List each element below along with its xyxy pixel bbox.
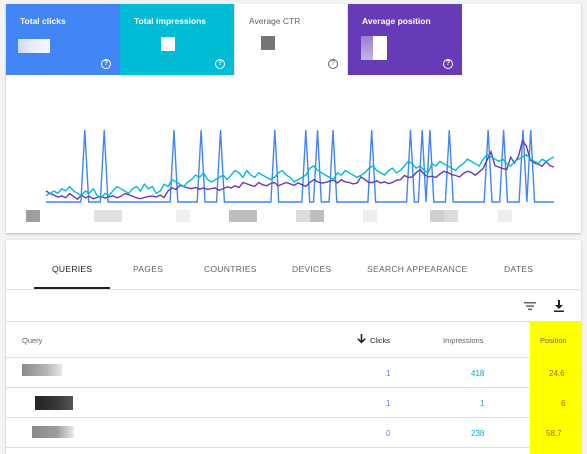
- redacted-date-label: [498, 210, 512, 222]
- redacted-value: [18, 39, 50, 53]
- header-query[interactable]: Query: [22, 336, 43, 345]
- header-clicks[interactable]: Clicks: [370, 336, 390, 345]
- row-impressions: 1: [480, 399, 485, 408]
- tab-pages[interactable]: PAGES: [133, 264, 164, 274]
- header-position[interactable]: Position: [540, 336, 567, 345]
- redacted-date-label: [444, 210, 458, 222]
- row-position: 58.7: [546, 429, 562, 438]
- metric-label: Total impressions: [134, 16, 207, 26]
- metric-total-impressions[interactable]: Total impressions ?: [120, 4, 234, 75]
- row-clicks: 1: [386, 399, 391, 408]
- redacted-value: [373, 36, 387, 60]
- help-icon[interactable]: ?: [328, 59, 338, 69]
- redacted-date-label: [26, 210, 40, 222]
- redacted-query: [22, 364, 62, 376]
- series-position-line: [45, 138, 555, 201]
- row-impressions: 238: [471, 429, 485, 438]
- redacted-date-label: [108, 210, 122, 222]
- help-icon[interactable]: ?: [215, 59, 225, 69]
- redacted-query: [35, 396, 73, 410]
- metric-label: Average CTR: [249, 16, 301, 26]
- table-row[interactable]: 0 238 58.7: [6, 418, 581, 448]
- tab-dates[interactable]: DATES: [504, 264, 534, 274]
- redacted-date-label: [310, 210, 324, 222]
- tab-queries[interactable]: QUERIES: [52, 264, 93, 274]
- active-tab-indicator: [34, 287, 110, 289]
- row-clicks: 1: [386, 369, 391, 378]
- tab-countries[interactable]: COUNTRIES: [204, 264, 257, 274]
- tab-devices[interactable]: DEVICES: [292, 264, 332, 274]
- metric-label: Average position: [362, 16, 431, 26]
- redacted-date-label: [243, 210, 257, 222]
- metric-label: Total clicks: [20, 16, 66, 26]
- table-header-row: Query Clicks Impressions Position: [6, 322, 581, 358]
- queries-table-card: QUERIES PAGES COUNTRIES DEVICES SEARCH A…: [6, 240, 581, 454]
- redacted-date-label: [176, 210, 190, 222]
- arrow-down-icon[interactable]: [357, 334, 366, 344]
- redacted-date-label: [363, 210, 377, 222]
- redacted-value: [261, 36, 275, 50]
- metric-average-ctr[interactable]: Average CTR ?: [234, 4, 348, 75]
- redacted-date-label: [430, 210, 444, 222]
- position-column-highlight: [530, 322, 581, 454]
- table-row[interactable]: 1 1 6: [6, 388, 581, 418]
- redacted-date-label: [296, 210, 310, 222]
- help-icon[interactable]: ?: [101, 59, 111, 69]
- row-clicks: 0: [386, 429, 391, 438]
- performance-card: Total clicks ? Total impressions ? Avera…: [6, 4, 581, 233]
- row-position: 6: [561, 399, 566, 408]
- performance-chart: [26, 129, 555, 222]
- table-toolbar: [6, 290, 581, 322]
- header-impressions[interactable]: Impressions: [443, 336, 484, 345]
- table-row[interactable]: 1 418 24.6: [6, 358, 581, 388]
- metric-average-position[interactable]: Average position ?: [348, 4, 462, 75]
- metric-total-clicks[interactable]: Total clicks ?: [6, 4, 120, 75]
- report-tabs: QUERIES PAGES COUNTRIES DEVICES SEARCH A…: [6, 240, 581, 290]
- series-clicks-line: [46, 129, 554, 203]
- tab-search-appearance[interactable]: SEARCH APPEARANCE: [367, 264, 468, 274]
- filter-icon[interactable]: [523, 299, 537, 313]
- redacted-date-label: [94, 210, 108, 222]
- row-position: 24.6: [549, 369, 565, 378]
- download-icon[interactable]: [552, 299, 566, 313]
- redacted-value: [361, 36, 373, 60]
- redacted-query: [32, 426, 74, 438]
- help-icon[interactable]: ?: [443, 59, 453, 69]
- row-impressions: 418: [471, 369, 485, 378]
- redacted-value: [161, 37, 175, 51]
- series-impressions-line: [45, 153, 555, 199]
- redacted-date-label: [229, 210, 243, 222]
- metric-row: Total clicks ? Total impressions ? Avera…: [6, 4, 581, 75]
